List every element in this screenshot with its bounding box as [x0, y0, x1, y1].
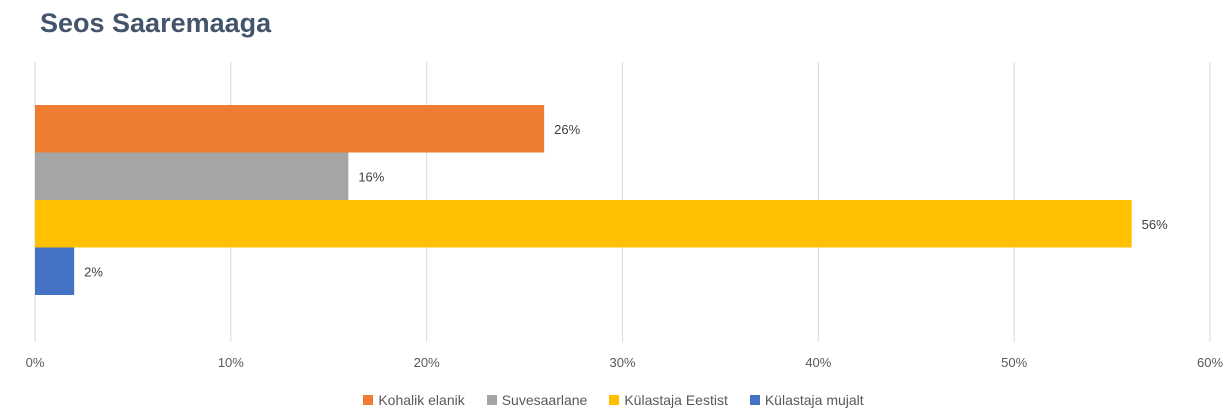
bar	[35, 200, 1132, 248]
x-tick-label: 0%	[26, 355, 45, 370]
data-label: 26%	[554, 122, 580, 137]
bar	[35, 105, 545, 153]
x-tick-label: 30%	[609, 355, 635, 370]
x-axis-ticks: 0% 10% 20% 30% 40% 50% 60%	[26, 355, 1224, 370]
legend-label: Külastaja Eestist	[624, 392, 728, 408]
legend-label: Kohalik elanik	[378, 392, 465, 408]
bar	[35, 247, 75, 295]
legend-swatch	[486, 395, 497, 405]
legend-swatch	[749, 395, 760, 405]
chart-title: Seos Saaremaaga	[40, 8, 272, 38]
bar	[35, 152, 349, 200]
legend-item: Kohalik elanik	[363, 392, 465, 408]
legend-label: Külastaja mujalt	[764, 392, 864, 408]
legend: Kohalik elanik Suvesaarlane Külastaja Eest…	[0, 392, 1227, 408]
data-label: 16%	[358, 169, 384, 184]
legend-item: Külastaja Eestist	[609, 392, 728, 408]
legend-item: Külastaja mujalt	[749, 392, 864, 408]
x-tick-label: 60%	[1197, 355, 1223, 370]
bars	[35, 105, 1132, 295]
data-label: 2%	[84, 264, 103, 279]
chart-plot-area: 26% 16% 56% 2% 0% 10% 20% 30% 40% 50% 60%	[26, 62, 1224, 370]
legend-label: Suvesaarlane	[501, 392, 588, 408]
data-labels: 26% 16% 56% 2%	[84, 122, 1168, 280]
x-tick-label: 10%	[218, 355, 244, 370]
x-tick-label: 20%	[414, 355, 440, 370]
legend-item: Suvesaarlane	[486, 392, 588, 408]
x-tick-label: 40%	[805, 355, 831, 370]
legend-swatch	[609, 395, 620, 405]
legend-swatch	[363, 395, 374, 405]
x-tick-label: 50%	[1001, 355, 1027, 370]
data-label: 56%	[1142, 217, 1168, 232]
